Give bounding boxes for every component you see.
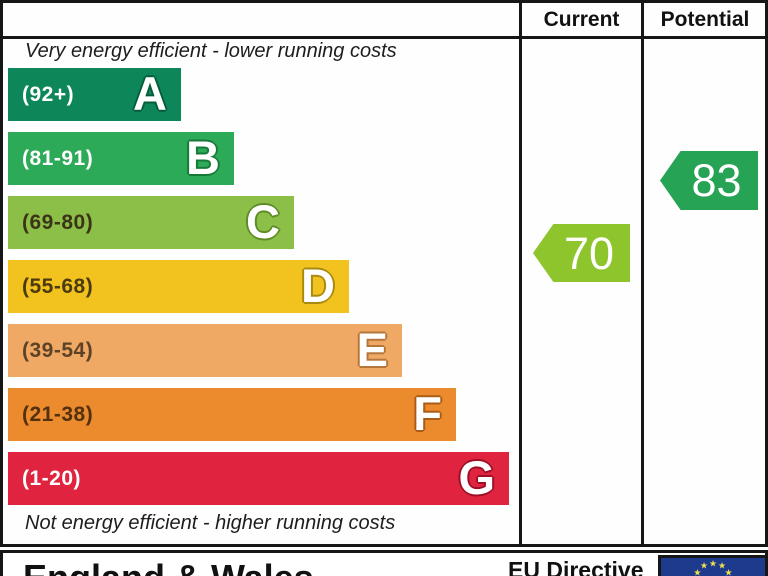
- band-letter: D: [301, 258, 335, 312]
- band-letter: F: [413, 386, 442, 440]
- band-letter: E: [356, 322, 388, 376]
- eu-directive-label: EU Directive: [508, 557, 644, 576]
- band-range-label: (39-54): [22, 338, 94, 362]
- bottom-caption: Not energy efficient - higher running co…: [25, 512, 396, 534]
- top-caption: Very energy efficient - lower running co…: [25, 40, 397, 62]
- band-range-label: (92+): [22, 82, 75, 106]
- eu-flag-icon: ★★★★★★★★★★★★: [658, 555, 768, 576]
- band-letter: B: [186, 130, 220, 184]
- band-row-d: (55-68) D: [8, 260, 349, 313]
- column-divider: [641, 3, 644, 544]
- band-letter: G: [458, 450, 495, 504]
- eu-flag-star-icon: ★: [708, 558, 718, 569]
- rating-table: Current Potential Very energy efficient …: [0, 0, 768, 547]
- eu-flag-star-icon: ★: [724, 567, 733, 576]
- column-divider: [519, 3, 522, 544]
- potential-rating-value: 83: [691, 155, 742, 206]
- band-range-label: (81-91): [22, 146, 94, 170]
- band-range-label: (1-20): [22, 466, 82, 490]
- band-row-f: (21-38) F: [8, 388, 456, 441]
- band-row-e: (39-54) E: [8, 324, 402, 377]
- current-rating-value: 70: [563, 227, 615, 279]
- band-letter: A: [133, 66, 167, 120]
- header-divider: [3, 36, 765, 39]
- band-range-label: (55-68): [22, 274, 94, 298]
- current-rating-arrow: 70: [533, 224, 630, 282]
- band-row-a: (92+) A: [8, 68, 181, 121]
- band-row-g: (1-20) G: [8, 452, 509, 505]
- potential-column-header: Potential: [660, 8, 750, 31]
- band-row-c: (69-80) C: [8, 196, 294, 249]
- current-column-header: Current: [543, 8, 620, 31]
- potential-rating-arrow: 83: [660, 151, 758, 210]
- footer: England & Wales EU Directive ★★★★★★★★★★★…: [0, 550, 768, 576]
- band-range-label: (21-38): [22, 402, 94, 426]
- eu-flag-star-icon: ★: [699, 560, 709, 571]
- band-row-b: (81-91) B: [8, 132, 234, 185]
- eu-flag-star-icon: ★: [717, 560, 727, 571]
- band-letter: C: [246, 194, 280, 248]
- eu-flag-star-icon: ★: [693, 567, 702, 576]
- region-label: England & Wales: [23, 557, 314, 576]
- band-range-label: (69-80): [22, 210, 94, 234]
